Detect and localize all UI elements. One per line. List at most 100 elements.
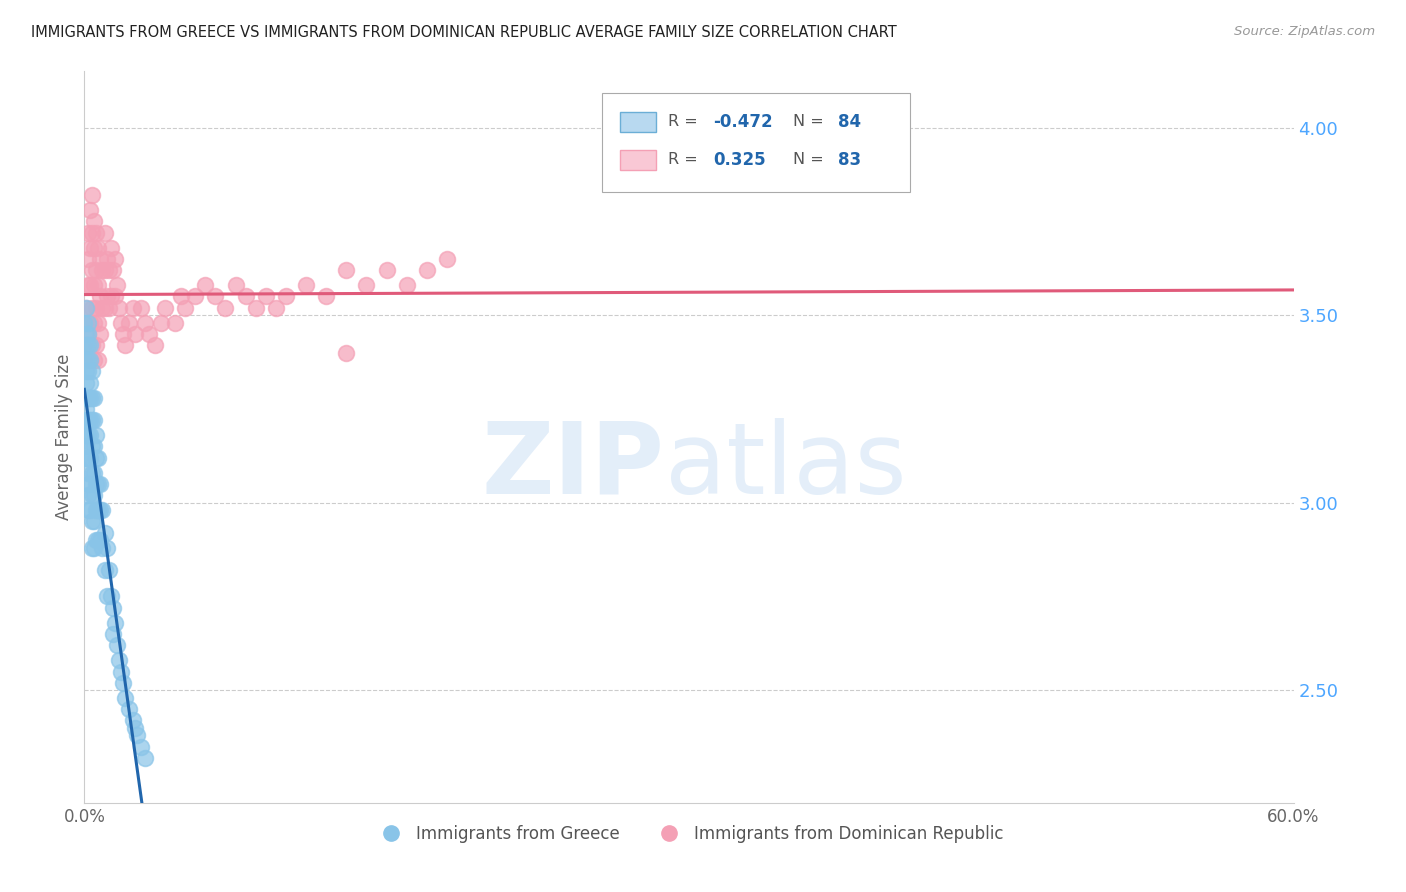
Point	[77, 278, 100, 293]
Point	[97, 563, 120, 577]
Point	[107, 653, 129, 667]
Point	[83, 515, 105, 529]
Point	[83, 241, 105, 255]
Point	[89, 252, 111, 266]
Point	[79, 428, 101, 442]
Point	[138, 326, 160, 341]
Point	[82, 541, 104, 555]
Point	[125, 728, 148, 742]
Point	[82, 188, 104, 202]
Point	[77, 413, 100, 427]
Point	[82, 466, 104, 480]
Point	[134, 751, 156, 765]
Point	[75, 413, 97, 427]
Point	[79, 203, 101, 218]
Point	[124, 326, 146, 341]
Point	[83, 391, 105, 405]
Point	[79, 450, 101, 465]
Point	[254, 289, 277, 303]
Point	[83, 214, 105, 228]
Point	[129, 301, 152, 315]
Point	[110, 665, 132, 679]
Point	[82, 515, 104, 529]
Point	[77, 252, 100, 266]
Point	[77, 353, 100, 368]
Point	[194, 278, 217, 293]
Point	[86, 503, 108, 517]
Point	[87, 450, 110, 465]
Point	[77, 326, 100, 341]
Point	[87, 477, 110, 491]
Point	[335, 345, 357, 359]
Point	[75, 301, 97, 315]
Point	[75, 338, 97, 352]
Point	[264, 301, 287, 315]
Point	[77, 226, 100, 240]
Point	[86, 428, 108, 442]
Point	[79, 241, 101, 255]
Point	[104, 252, 127, 266]
Point	[416, 263, 439, 277]
Point	[101, 627, 124, 641]
Point	[87, 353, 110, 368]
Point	[111, 675, 134, 690]
Point	[77, 326, 100, 341]
Text: N =: N =	[793, 114, 828, 129]
Point	[75, 353, 97, 368]
Point	[75, 450, 97, 465]
Point	[87, 241, 110, 255]
Point	[225, 278, 247, 293]
Point	[77, 428, 100, 442]
Point	[77, 466, 100, 480]
Point	[79, 353, 101, 368]
FancyBboxPatch shape	[602, 94, 910, 192]
Point	[75, 326, 97, 341]
Point	[165, 316, 187, 330]
Point	[75, 391, 97, 405]
Point	[114, 690, 136, 705]
Point	[82, 263, 104, 277]
Point	[77, 316, 100, 330]
Text: R =: R =	[668, 114, 703, 129]
Point	[395, 278, 418, 293]
Text: 83: 83	[838, 151, 860, 169]
Text: 84: 84	[838, 112, 860, 131]
Point	[121, 301, 143, 315]
Point	[101, 263, 124, 277]
Point	[93, 226, 115, 240]
Point	[89, 477, 111, 491]
Point	[83, 413, 105, 427]
Text: 0.325: 0.325	[713, 151, 766, 169]
Point	[105, 638, 128, 652]
Point	[93, 525, 115, 540]
Text: Source: ZipAtlas.com: Source: ZipAtlas.com	[1234, 25, 1375, 38]
Point	[86, 226, 108, 240]
Point	[107, 301, 129, 315]
Point	[87, 533, 110, 548]
Point	[79, 353, 101, 368]
Point	[295, 278, 318, 293]
Point	[118, 316, 141, 330]
Legend: Immigrants from Greece, Immigrants from Dominican Republic: Immigrants from Greece, Immigrants from …	[367, 818, 1011, 849]
Point	[93, 263, 115, 277]
Point	[89, 503, 111, 517]
Text: N =: N =	[793, 153, 828, 168]
Point	[75, 428, 97, 442]
Point	[79, 316, 101, 330]
Point	[83, 488, 105, 502]
Point	[83, 316, 105, 330]
Point	[104, 615, 127, 630]
Point	[77, 477, 100, 491]
Point	[93, 301, 115, 315]
Text: IMMIGRANTS FROM GREECE VS IMMIGRANTS FROM DOMINICAN REPUBLIC AVERAGE FAMILY SIZE: IMMIGRANTS FROM GREECE VS IMMIGRANTS FRO…	[31, 25, 897, 40]
Y-axis label: Average Family Size: Average Family Size	[55, 354, 73, 520]
Point	[96, 289, 118, 303]
Point	[96, 252, 118, 266]
Point	[87, 316, 110, 330]
Point	[105, 278, 128, 293]
Point	[153, 301, 176, 315]
Point	[235, 289, 257, 303]
Point	[86, 533, 108, 548]
Point	[79, 376, 101, 390]
Point	[75, 440, 97, 454]
